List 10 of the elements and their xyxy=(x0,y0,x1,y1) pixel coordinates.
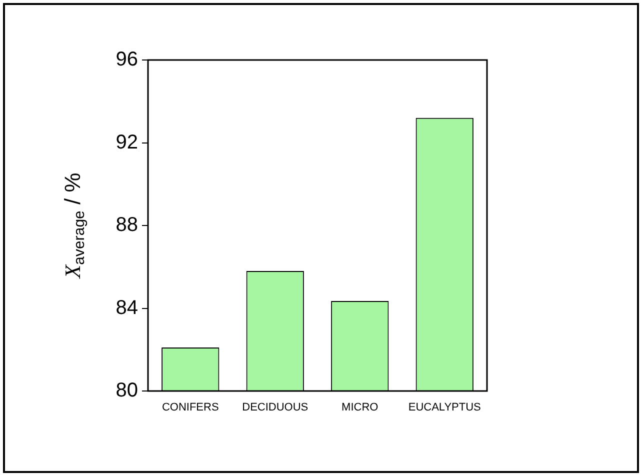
y-tick-label: 96 xyxy=(116,48,138,71)
y-tick-label: 92 xyxy=(116,131,138,154)
x-tick-label: DECIDUOUS xyxy=(242,402,308,414)
x-tick-label: MICRO xyxy=(342,402,379,414)
x-tick-label: CONIFERS xyxy=(162,402,219,414)
x-tick-label: EUCALYPTUS xyxy=(408,402,481,414)
y-tick-label: 84 xyxy=(116,296,138,319)
y-tick-label: 80 xyxy=(116,380,138,402)
y-axis-title: Xaverage / % xyxy=(60,172,88,280)
y-tick-label: 88 xyxy=(116,214,138,236)
